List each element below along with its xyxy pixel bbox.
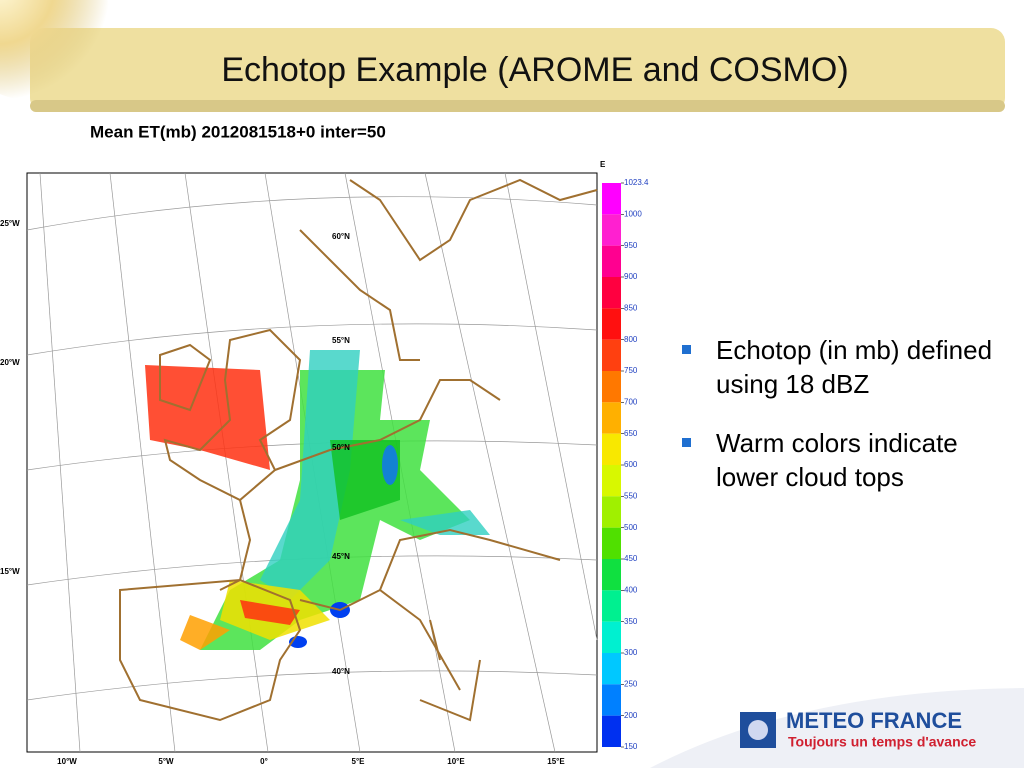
colorbar-label: 350 [624, 617, 638, 626]
colorbar-segment [602, 277, 621, 309]
map-title: Mean ET(mb) 2012081518+0 inter=50 [90, 122, 386, 141]
colorbar-label: 1000 [624, 209, 642, 218]
header-decoration [0, 0, 110, 100]
colorbar-label: 900 [624, 272, 638, 281]
colorbar-segment [602, 684, 621, 716]
colorbar-label: 300 [624, 648, 638, 657]
colorbar-label: 700 [624, 397, 638, 406]
lon-label: 15°W [0, 567, 20, 576]
colorbar-segment [602, 371, 621, 403]
lat-label: 40°N [332, 667, 350, 676]
colorbar-label: 500 [624, 523, 638, 532]
bullet: Warm colors indicate lower cloud tops [682, 426, 1017, 494]
logo: METEO FRANCE Toujours un temps d'avance [650, 688, 1024, 768]
lon-label: 25°W [0, 219, 20, 228]
echotop-field [145, 350, 490, 650]
colorbar-segment [602, 653, 621, 685]
colorbar-label: 250 [624, 679, 638, 688]
colorbar-segment [602, 496, 621, 528]
lon-label: 15°E [547, 757, 565, 766]
header-band [30, 28, 1005, 112]
colorbar-label: 400 [624, 585, 638, 594]
colorbar-label: 1023.4 [624, 178, 649, 187]
lat-label: 55°N [332, 336, 350, 345]
colorbar-label: 850 [624, 303, 638, 312]
colorbar-label: 150 [624, 742, 638, 751]
logo-name: METEO FRANCE [786, 708, 962, 733]
colorbar-label: 450 [624, 554, 638, 563]
lon-label: 5°E [352, 757, 366, 766]
coastlines [119, 178, 598, 722]
colorbar-segment [602, 715, 621, 747]
bullet: Echotop (in mb) defined using 18 dBZ [682, 333, 1017, 401]
logo-icon-mark [748, 720, 768, 740]
colorbar: 1023.4 1000 950 900 850 800 750 700 650 600 550 500… [602, 178, 649, 751]
lon-label: 10°W [57, 757, 77, 766]
colorbar-segment [602, 559, 621, 591]
colorbar-label: 950 [624, 241, 638, 250]
lon-lat-labels: 25°W 20°W 15°W 10°W 5°W 0° 5°E 10°E 15°E… [0, 219, 565, 766]
colorbar-label: 550 [624, 491, 638, 500]
lat-label: 60°N [332, 232, 350, 241]
colorbar-label: 200 [624, 711, 638, 720]
lon-label: 20°W [0, 358, 20, 367]
colorbar-unit: E [600, 160, 606, 169]
lon-label: 0° [260, 757, 268, 766]
slide-title: Echotop Example (AROME and COSMO) [221, 51, 848, 89]
lat-label: 45°N [332, 552, 350, 561]
colorbar-segment [602, 402, 621, 434]
colorbar-segment [602, 433, 621, 465]
lat-label: 50°N [332, 443, 350, 452]
colorbar-label: 600 [624, 460, 638, 469]
bullet-list: Echotop (in mb) defined using 18 dBZ War… [682, 333, 1017, 519]
colorbar-segment [602, 308, 621, 340]
colorbar-segment [602, 214, 621, 246]
colorbar-segment [602, 183, 621, 215]
colorbar-segment [602, 339, 621, 371]
colorbar-label: 750 [624, 366, 638, 375]
lon-label: 10°E [447, 757, 465, 766]
header-shadow [30, 100, 1005, 112]
colorbar-label: 650 [624, 429, 638, 438]
logo-tagline: Toujours un temps d'avance [788, 734, 976, 750]
colorbar-segment [602, 527, 621, 559]
colorbar-segment [602, 590, 621, 622]
lon-label: 5°W [158, 757, 174, 766]
colorbar-segment [602, 465, 621, 497]
colorbar-segment [602, 245, 621, 277]
colorbar-segment [602, 621, 621, 653]
colorbar-label: 800 [624, 335, 638, 344]
